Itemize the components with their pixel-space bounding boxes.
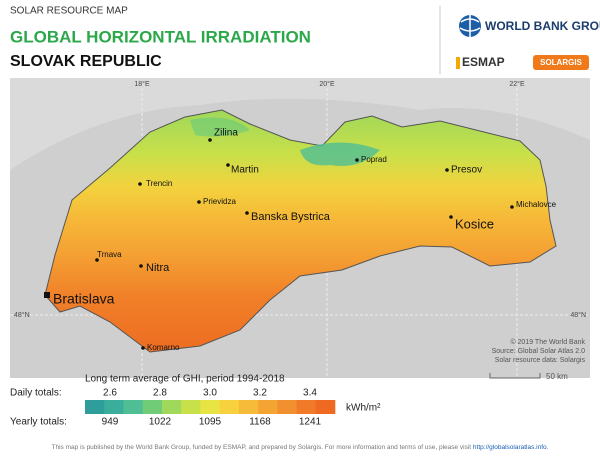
yearly-value: 1168 (249, 417, 271, 428)
yearly-value: 1022 (149, 417, 172, 428)
yearly-label: Yearly totals: (10, 417, 67, 428)
scale-bar (489, 373, 541, 379)
solargis-badge (533, 55, 589, 70)
wbg-logo: WORLD BANK GROUP (485, 19, 600, 33)
daily-value: 3.2 (253, 388, 267, 399)
city-marker (449, 215, 453, 219)
legend-swatch (85, 400, 105, 414)
title: GLOBAL HORIZONTAL IRRADIATION (10, 27, 311, 46)
credits: © 2019 The World Bank Source: Global Sol… (492, 338, 586, 364)
footer-text: This map is published by the World Bank … (51, 444, 473, 451)
yearly-value: 949 (102, 417, 119, 428)
footer: This map is published by the World Bank … (0, 444, 600, 451)
city-label: Bratislava (53, 291, 115, 307)
graticule-label: 48°N (14, 311, 30, 319)
city-label: Trencin (146, 179, 172, 188)
cities: Zilina Martin Trencin Poprad Presov Prievidza… (44, 128, 557, 352)
daily-label: Daily totals: (10, 388, 62, 399)
city-label: Zilina (214, 128, 238, 139)
city-label: Komarno (147, 343, 180, 352)
legend-title: Long term average of GHI, period 1994-20… (85, 374, 285, 385)
unit: kWh/m² (346, 403, 381, 414)
city-marker (445, 168, 449, 172)
graticule-label: 18°E (134, 80, 150, 88)
legend-swatch (181, 400, 201, 414)
legend-swatch (219, 400, 240, 414)
city-label: Presov (451, 165, 482, 176)
esmap-mark (456, 57, 460, 69)
legend-swatch (238, 400, 259, 414)
city-marker (141, 346, 145, 350)
city-label: Poprad (361, 155, 387, 164)
daily-value: 3.0 (203, 388, 217, 399)
legend-swatch (161, 400, 182, 414)
city-marker (208, 138, 212, 142)
kicker: SOLAR RESOURCE MAP (10, 6, 128, 17)
graticule-label: 48°N (570, 311, 586, 319)
daily-value: 2.6 (103, 388, 117, 399)
city-marker (138, 182, 142, 186)
country: SLOVAK REPUBLIC (10, 53, 162, 70)
credit-line: Source: Global Solar Atlas 2.0 (492, 348, 585, 355)
daily-value: 2.8 (153, 388, 167, 399)
tatra-low (300, 142, 380, 166)
credit-line: Solar resource data: Solargis (495, 357, 586, 364)
city-marker (139, 264, 143, 268)
footer-link[interactable]: http://globalsolaratlas.info (472, 444, 547, 451)
graticule-label: 22°E (509, 80, 525, 88)
legend: 2.6 2.8 3.0 3.2 3.4 949 1022 1095 1168 1241 (85, 388, 336, 428)
credit-line: © 2019 The World Bank (510, 338, 585, 346)
city-marker (226, 163, 230, 167)
legend-swatch (104, 400, 124, 414)
solargis-logo: SOLARGIS (540, 58, 582, 67)
city-label: Kosice (455, 216, 494, 231)
city-marker (355, 158, 359, 162)
legend-swatch (142, 400, 163, 414)
scale-label: 50 km (546, 372, 568, 381)
daily-value: 3.4 (303, 388, 317, 399)
city-marker (44, 292, 50, 298)
map-sheet: SOLAR RESOURCE MAP GLOBAL HORIZONTAL IRR… (10, 6, 600, 428)
legend-swatch (315, 400, 336, 414)
legend-swatch (200, 400, 220, 414)
esmap-logo: ESMAP (462, 55, 505, 69)
city-label: Nitra (146, 262, 170, 274)
footer-end: . (546, 444, 549, 451)
city-label: Michalovce (516, 200, 557, 209)
city-label: Martin (231, 165, 259, 176)
city-label: Trnava (97, 250, 122, 259)
country-shape (44, 109, 557, 353)
legend-swatch (258, 400, 278, 414)
north-low (190, 117, 250, 137)
city-label: Banska Bystrica (251, 211, 331, 223)
legend-swatch (123, 400, 143, 414)
graticule-label: 20°E (319, 80, 335, 88)
city-marker (245, 211, 249, 215)
city-label: Prievidza (203, 197, 236, 206)
legend-swatch (296, 400, 317, 414)
city-marker (197, 200, 201, 204)
city-marker (95, 258, 99, 262)
city-marker (510, 205, 514, 209)
yearly-value: 1241 (299, 417, 322, 428)
yearly-value: 1095 (199, 417, 222, 428)
terrain (10, 78, 590, 170)
wbg-globe-lines (459, 15, 481, 37)
legend-swatch (277, 400, 297, 414)
